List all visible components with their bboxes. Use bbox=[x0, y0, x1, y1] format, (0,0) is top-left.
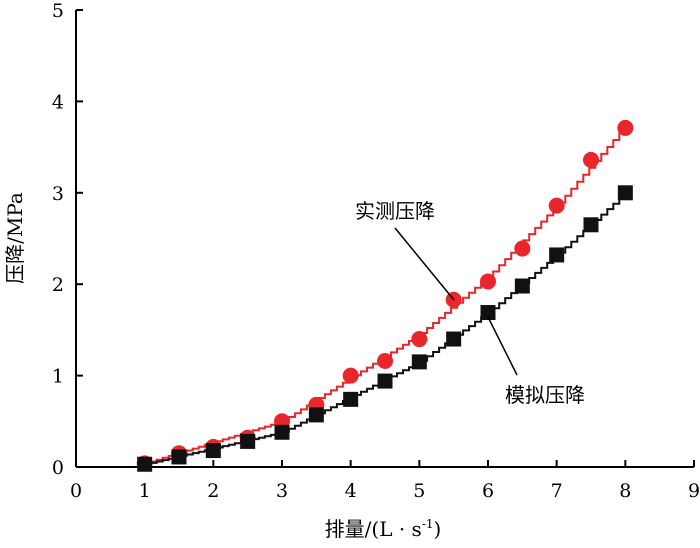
x-tick-label: 2 bbox=[207, 480, 219, 502]
data-point bbox=[377, 352, 393, 369]
annotation-label: 模拟压降 bbox=[505, 383, 585, 407]
data-point bbox=[514, 240, 531, 257]
annotation-leader bbox=[487, 316, 518, 376]
x-tick-label: 6 bbox=[482, 480, 494, 502]
y-tick-label: 5 bbox=[52, 0, 64, 22]
y-tick-label: 1 bbox=[52, 366, 64, 388]
data-point bbox=[548, 197, 565, 214]
data-point bbox=[583, 151, 599, 168]
x-tick-label: 7 bbox=[551, 480, 563, 502]
series-layer bbox=[136, 119, 634, 472]
data-point bbox=[137, 456, 153, 472]
x-tick-label: 9 bbox=[688, 480, 700, 502]
x-tick-label: 8 bbox=[619, 480, 631, 502]
series-measured bbox=[136, 119, 634, 472]
data-point bbox=[240, 433, 256, 449]
x-tick-label: 0 bbox=[70, 480, 82, 502]
annotation-label: 实测压降 bbox=[355, 199, 435, 223]
x-tick-label: 5 bbox=[413, 480, 425, 502]
x-tick-label: 1 bbox=[139, 480, 151, 502]
data-point bbox=[377, 373, 393, 389]
y-tick-label: 3 bbox=[52, 183, 64, 205]
data-point bbox=[480, 273, 496, 290]
data-point bbox=[171, 449, 187, 465]
data-point bbox=[274, 424, 290, 440]
data-point bbox=[308, 407, 324, 423]
annotation-leader bbox=[394, 227, 455, 301]
data-point bbox=[480, 305, 496, 321]
y-tick-label: 0 bbox=[52, 457, 64, 479]
data-point bbox=[342, 367, 359, 384]
y-axis-title: 压降/MPa bbox=[3, 192, 27, 284]
y-tick-label: 4 bbox=[52, 91, 64, 113]
data-point bbox=[343, 391, 359, 407]
fit-curve bbox=[144, 192, 627, 466]
series-simulated bbox=[137, 185, 633, 472]
y-tick-label: 2 bbox=[52, 274, 64, 296]
data-point bbox=[205, 443, 221, 459]
data-point bbox=[617, 119, 634, 136]
data-point bbox=[549, 247, 565, 263]
fit-curve bbox=[144, 126, 627, 465]
x-tick-label: 3 bbox=[276, 480, 288, 502]
axes: 0 1 2 3 4 5 6 7 8 9 0 1 2 3 4 5 bbox=[52, 0, 700, 502]
data-point bbox=[514, 278, 530, 294]
data-point bbox=[617, 185, 633, 201]
x-tick-label: 4 bbox=[345, 480, 357, 502]
data-point bbox=[583, 217, 599, 233]
data-point bbox=[411, 331, 428, 348]
data-point bbox=[446, 331, 462, 347]
data-point bbox=[411, 354, 427, 370]
x-axis-title: 排量/(L · s-1) bbox=[325, 517, 442, 541]
